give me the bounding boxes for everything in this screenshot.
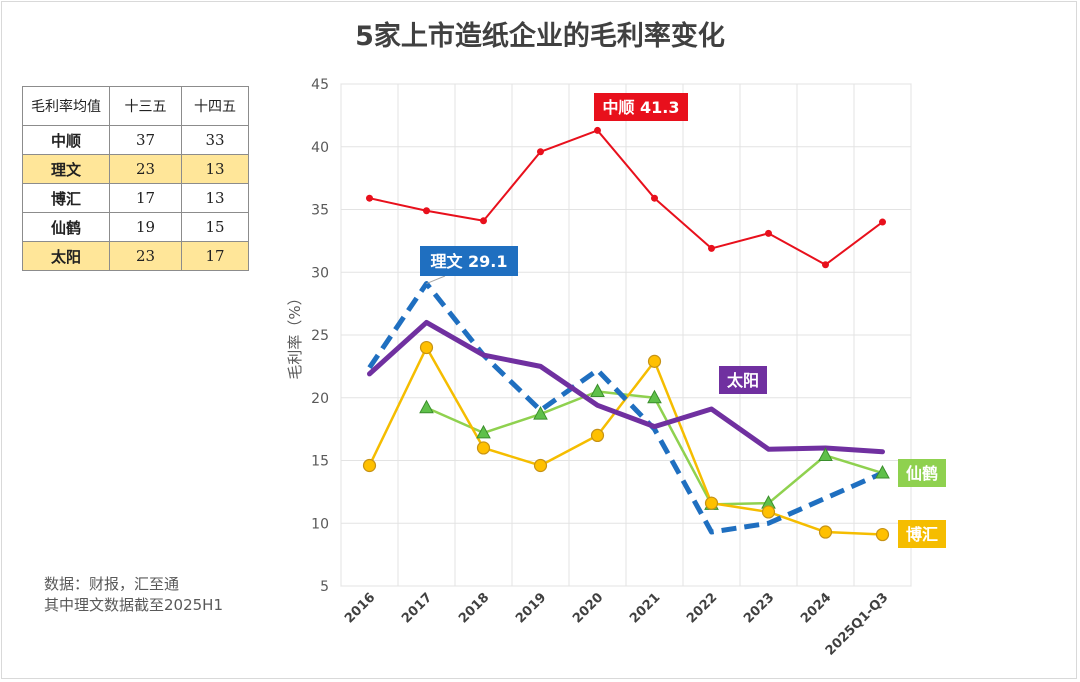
data-point-bohui — [533, 458, 548, 473]
table-row: 博汇 17 13 — [22, 183, 249, 213]
y-tick-label: 45 — [311, 77, 329, 93]
table-cell-13th: 23 — [109, 241, 182, 271]
x-tick-label: 2019 — [513, 590, 549, 626]
table-cell-14th: 33 — [181, 125, 249, 155]
callout-taiyang-label: 太阳 — [726, 371, 759, 390]
y-tick-label: 35 — [311, 203, 329, 219]
table-cell-company: 理文 — [22, 154, 110, 184]
callout-taiyang-box — [719, 366, 767, 394]
y-tick-label: 25 — [311, 328, 329, 344]
data-point-xianhe — [818, 447, 833, 461]
x-tick-label: 2020 — [570, 590, 606, 626]
x-tick-label: 2024 — [798, 590, 834, 626]
series-line-taiyang — [367, 319, 885, 455]
y-tick-label: 15 — [311, 454, 329, 470]
data-point-xianhe — [419, 399, 434, 414]
table-row: 理文 23 13 — [22, 154, 249, 184]
data-point-bohui — [476, 441, 491, 455]
callout-xianhe-box — [898, 459, 946, 487]
y-axis-label: 毛利率（%） — [286, 290, 304, 379]
data-point-zhongshun — [708, 244, 715, 252]
y-tick-label: 30 — [311, 265, 329, 281]
y-tick-label: 40 — [311, 140, 329, 156]
data-point-bohui — [818, 525, 833, 539]
callout-zhongshun-label: 中顺 41.3 — [602, 98, 679, 117]
series-line-liwen — [367, 281, 884, 535]
y-tick-label: 5 — [320, 579, 329, 595]
source-line: 其中理文数据截至2025H1 — [44, 596, 223, 614]
table-cell-14th: 13 — [181, 183, 249, 213]
data-point-xianhe — [875, 465, 890, 479]
data-point-xianhe — [533, 406, 548, 420]
callout-xianhe-label: 仙鹤 — [906, 464, 938, 483]
data-point-bohui — [362, 458, 377, 473]
data-point-zhongshun — [822, 261, 829, 269]
x-tick-label: 2017 — [399, 590, 435, 626]
table-row: 中顺 37 33 — [22, 125, 249, 155]
x-tick-label: 2022 — [684, 590, 720, 626]
data-point-bohui — [647, 354, 662, 368]
x-tick-label: 2023 — [741, 590, 777, 626]
x-tick-label: 2018 — [456, 590, 492, 626]
x-tick-label: 2016 — [342, 590, 378, 626]
data-point-bohui — [419, 340, 434, 355]
table-row: 太阳 23 17 — [22, 241, 249, 271]
callout-leader-liwen — [426, 275, 446, 285]
table-cell-13th: 23 — [109, 154, 182, 184]
data-point-xianhe — [647, 389, 662, 404]
table-cell-14th: 13 — [181, 154, 249, 184]
callout-liwen-label: 理文 29.1 — [430, 252, 507, 271]
data-point-bohui — [761, 505, 776, 519]
callout-bohui-box — [898, 520, 946, 548]
table-cell-13th: 17 — [109, 183, 182, 213]
table-header-cell: 十四五 — [181, 86, 249, 126]
data-point-zhongshun — [765, 229, 772, 237]
data-point-zhongshun — [423, 207, 430, 215]
data-point-bohui — [704, 496, 719, 510]
source-note: 数据：财报，汇至通 其中理文数据截至2025H1 — [44, 574, 223, 616]
data-point-zhongshun — [879, 218, 886, 226]
data-point-zhongshun — [651, 194, 658, 202]
data-point-zhongshun — [366, 194, 373, 202]
callout-liwen-box — [420, 246, 518, 276]
table-cell-14th: 17 — [181, 241, 249, 271]
data-point-zhongshun — [537, 148, 544, 156]
data-point-bohui — [875, 527, 890, 542]
y-tick-label: 20 — [311, 391, 329, 407]
callout-bohui-label: 博汇 — [906, 525, 938, 544]
table-row: 仙鹤 19 15 — [22, 212, 249, 242]
data-point-zhongshun — [594, 126, 601, 134]
margin-average-table: 毛利率均值 十三五 十四五 中顺 37 33 理文 23 13 博汇 17 13… — [22, 86, 249, 271]
data-point-xianhe — [590, 383, 605, 397]
table-cell-company: 太阳 — [22, 241, 110, 271]
data-point-xianhe — [476, 424, 491, 439]
data-point-zhongshun — [480, 217, 487, 225]
series-line-zhongshun — [368, 129, 884, 266]
table-cell-company: 仙鹤 — [22, 212, 110, 242]
source-line: 数据：财报，汇至通 — [44, 575, 180, 593]
chart-title: 5家上市造纸企业的毛利率变化 — [355, 21, 725, 52]
data-point-bohui — [590, 428, 605, 442]
x-tick-label: 2021 — [627, 590, 663, 626]
callout-zhongshun-box — [594, 93, 688, 121]
y-tick-label: 10 — [311, 516, 329, 532]
